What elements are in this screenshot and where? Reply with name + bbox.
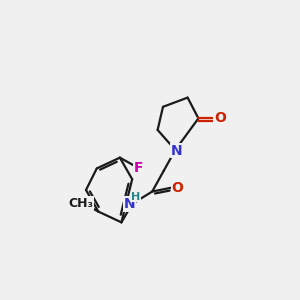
Text: F: F xyxy=(134,161,143,175)
Text: O: O xyxy=(172,181,184,195)
Text: O: O xyxy=(214,111,226,125)
Text: N: N xyxy=(171,144,183,158)
Text: N: N xyxy=(123,197,135,211)
Text: H: H xyxy=(131,192,141,202)
Text: CH₃: CH₃ xyxy=(68,196,93,210)
